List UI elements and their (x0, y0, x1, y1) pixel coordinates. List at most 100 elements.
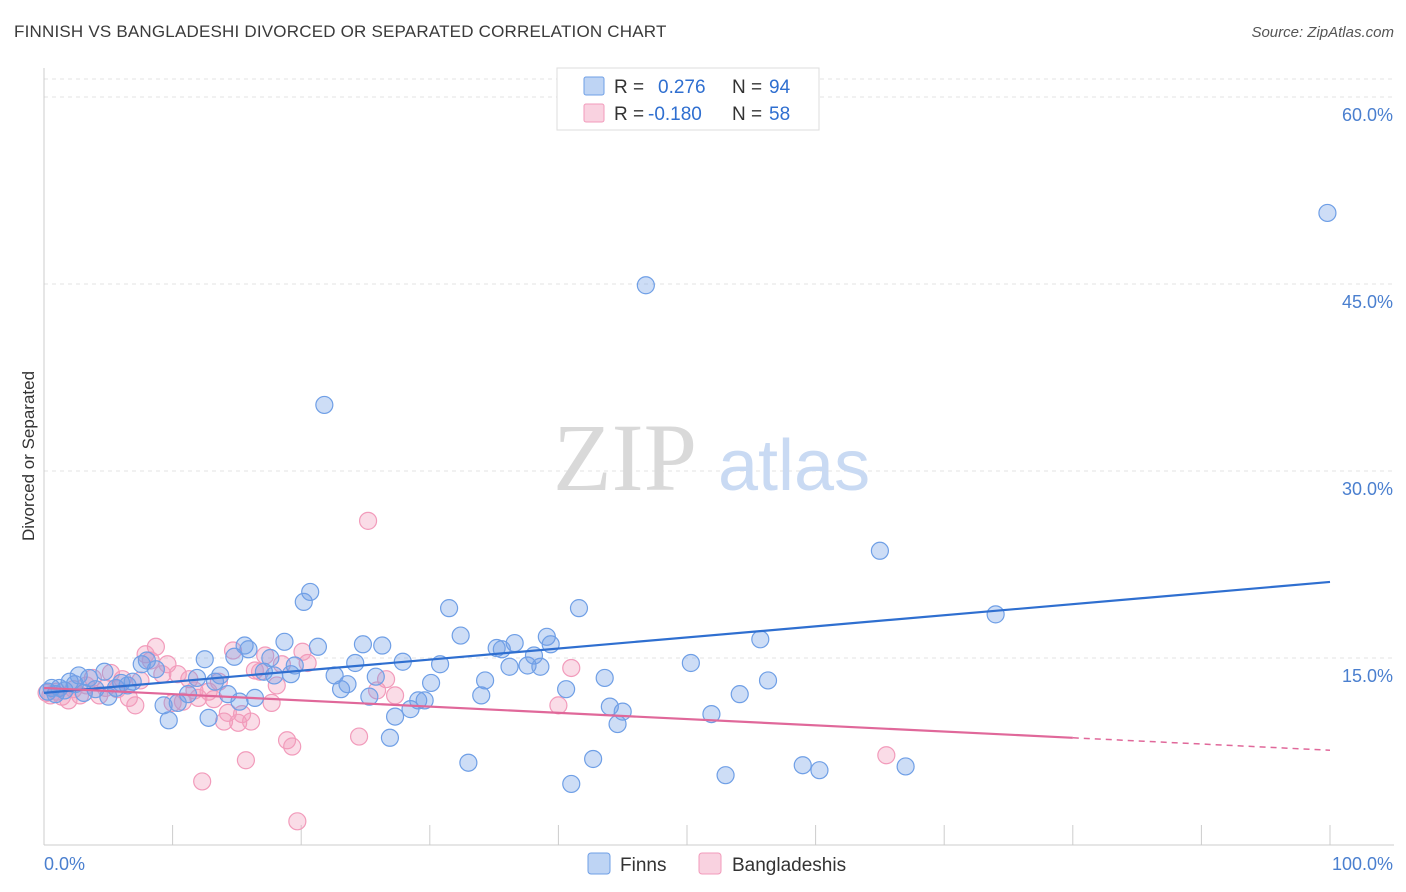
finns-point (613, 702, 632, 721)
y-tick-label: 45.0% (1342, 292, 1393, 312)
finns-point (409, 691, 428, 710)
finns-point (385, 707, 405, 726)
legend-bangladeshis-r-label: R = (614, 104, 644, 125)
finns-point (275, 632, 294, 651)
finns-point (199, 708, 218, 727)
legend-finns-n-label: N = (732, 77, 762, 98)
finns-point (380, 728, 400, 747)
finns-point (265, 666, 284, 685)
finns-point (518, 656, 537, 675)
watermark: ZIP atlas (553, 404, 870, 511)
finns-point (285, 656, 304, 675)
finns-point (353, 635, 373, 654)
finns-point (702, 704, 721, 724)
bottom-legend-finns-label: Finns (620, 855, 666, 876)
bangladeshis-point (241, 712, 261, 731)
finns-point (146, 660, 165, 679)
bangladeshis-point (126, 696, 145, 715)
finns-point (301, 582, 320, 602)
finns-point (459, 753, 478, 772)
bangladeshis-point (283, 737, 302, 756)
y-tick-label: 15.0% (1342, 666, 1393, 686)
finns-point (239, 640, 258, 659)
finns-point (373, 636, 392, 655)
finns-point (500, 657, 519, 676)
bangladeshis-point (549, 696, 568, 715)
bangladeshis-point (562, 658, 581, 678)
legend-bangladeshis-n-value: 58 (769, 104, 790, 125)
bangladeshis-point (168, 665, 187, 684)
x-tick-label-max: 100.0% (1332, 854, 1393, 874)
trend-lines (43, 580, 1331, 752)
bottom-legend-finns-swatch (587, 852, 611, 875)
legend-bangladeshis-r-value: -0.180 (648, 104, 702, 125)
finns-point (366, 667, 385, 686)
finns-point (595, 668, 614, 688)
bangladeshis-point (193, 772, 212, 791)
finns-point (531, 657, 550, 676)
finns-point (415, 691, 434, 710)
finns-point (225, 647, 244, 666)
bangladeshis-point (83, 668, 102, 688)
finns-point (451, 626, 470, 645)
finns-point (439, 599, 459, 618)
finns-point (315, 395, 334, 415)
finns-point (793, 756, 812, 775)
bangladeshis-trend-extension (1072, 737, 1331, 752)
bottom-legend: Finns Bangladeshis (587, 852, 846, 876)
finns-point (346, 653, 365, 673)
finns-point (95, 662, 114, 681)
finns-point (261, 648, 280, 668)
legend-finns-r-value: 0.276 (658, 77, 706, 98)
finns-point (123, 672, 142, 691)
bangladeshis-point (385, 686, 405, 705)
finns-point (472, 686, 491, 705)
axes (43, 68, 1394, 846)
bangladeshis-point (189, 688, 208, 707)
legend-bangladeshis-swatch (583, 103, 605, 123)
bangladeshis-point (236, 751, 256, 770)
bangladeshis-trend-line (43, 686, 1073, 739)
finns-point (636, 276, 655, 295)
y-tick-label: 60.0% (1342, 105, 1393, 125)
legend-finns-swatch (583, 76, 605, 96)
y-tick-label: 30.0% (1342, 479, 1393, 499)
source-label: Source: ZipAtlas.com (1251, 24, 1394, 41)
grid-lines (44, 78, 1394, 659)
legend-finns-n-value: 94 (769, 77, 791, 98)
finns-point (360, 687, 379, 706)
finns-point (716, 766, 735, 785)
finns-point (557, 680, 576, 699)
watermark-zip: ZIP (553, 404, 697, 511)
x-tick-labels: 0.0% 100.0% (44, 854, 1393, 874)
finns-point (195, 650, 214, 669)
finns-trend-line (43, 580, 1331, 695)
finns-point (758, 671, 778, 690)
finns-point (562, 774, 581, 794)
finns-point (79, 668, 99, 688)
finns-points (38, 203, 1337, 794)
bangladeshis-point (250, 662, 270, 681)
finns-point (730, 685, 749, 704)
finns-point (751, 630, 770, 649)
finns-point (870, 541, 890, 560)
bottom-legend-bangladeshis-label: Bangladeshis (732, 855, 846, 876)
finns-point (281, 665, 301, 684)
finns-point (896, 757, 915, 776)
bangladeshis-point (262, 693, 281, 712)
finns-point (569, 599, 589, 618)
finns-point (1318, 203, 1337, 223)
bangladeshis-points (37, 511, 896, 831)
bangladeshis-point (877, 746, 896, 765)
finns-point (159, 711, 178, 730)
finns-point (810, 761, 829, 780)
bangladeshis-point (358, 511, 378, 530)
finns-point (308, 637, 328, 656)
legend: R = 0.276 N = 94 R = -0.180 N = 58 (556, 67, 820, 131)
bangladeshis-point (288, 812, 307, 831)
finns-point (505, 633, 524, 653)
finns-point (338, 675, 357, 694)
finns-point (584, 749, 603, 769)
legend-box (556, 67, 820, 131)
